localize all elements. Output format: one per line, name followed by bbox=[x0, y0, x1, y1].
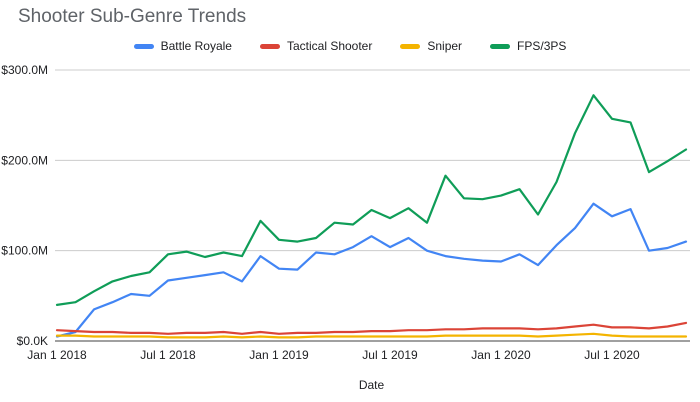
chart-title: Shooter Sub-Genre Trends bbox=[18, 6, 247, 27]
line-chart-plot: $0.0K $100.0M $200.0M $300.0M Jan 1 2018 Jul … bbox=[1, 63, 690, 362]
legend-marker-fps-3ps bbox=[490, 43, 511, 49]
x-axis-title: Date bbox=[358, 378, 385, 392]
legend-item-fps-3ps[interactable]: FPS/3PS bbox=[490, 39, 566, 53]
x-tick-label: Jul 1 2018 bbox=[140, 348, 196, 362]
legend-marker-sniper bbox=[400, 43, 421, 49]
legend-item-tactical-shooter[interactable]: Tactical Shooter bbox=[259, 39, 373, 53]
y-tick-label: $200.0M bbox=[1, 153, 48, 167]
series-line-battle-royale bbox=[55, 202, 688, 338]
series-line-tactical-shooter bbox=[55, 321, 688, 335]
legend-label: Sniper bbox=[427, 39, 463, 53]
x-tick-label: Jan 1 2018 bbox=[27, 348, 87, 362]
legend-marker-tactical-shooter bbox=[259, 43, 280, 49]
legend-item-battle-royale[interactable]: Battle Royale bbox=[133, 39, 232, 53]
legend-label: Battle Royale bbox=[160, 39, 232, 53]
x-tick-label: Jul 1 2019 bbox=[362, 348, 418, 362]
legend-item-sniper[interactable]: Sniper bbox=[400, 39, 462, 53]
y-tick-label: $100.0M bbox=[1, 244, 48, 258]
series-line-fps-3ps bbox=[55, 94, 688, 306]
x-tick-label: Jan 1 2019 bbox=[249, 348, 309, 362]
legend-label: Tactical Shooter bbox=[286, 39, 373, 53]
chart-legend: Battle Royale Tactical Shooter Sniper FPS/3… bbox=[0, 37, 700, 55]
x-tick-label: Jan 1 2020 bbox=[471, 348, 531, 362]
y-tick-label: $300.0M bbox=[1, 63, 48, 77]
y-tick-label: $0.0K bbox=[17, 334, 48, 348]
series-line-sniper bbox=[55, 332, 688, 339]
legend-marker-battle-royale bbox=[133, 43, 154, 49]
legend-label: FPS/3PS bbox=[517, 39, 567, 53]
x-tick-label: Jul 1 2020 bbox=[584, 348, 640, 362]
